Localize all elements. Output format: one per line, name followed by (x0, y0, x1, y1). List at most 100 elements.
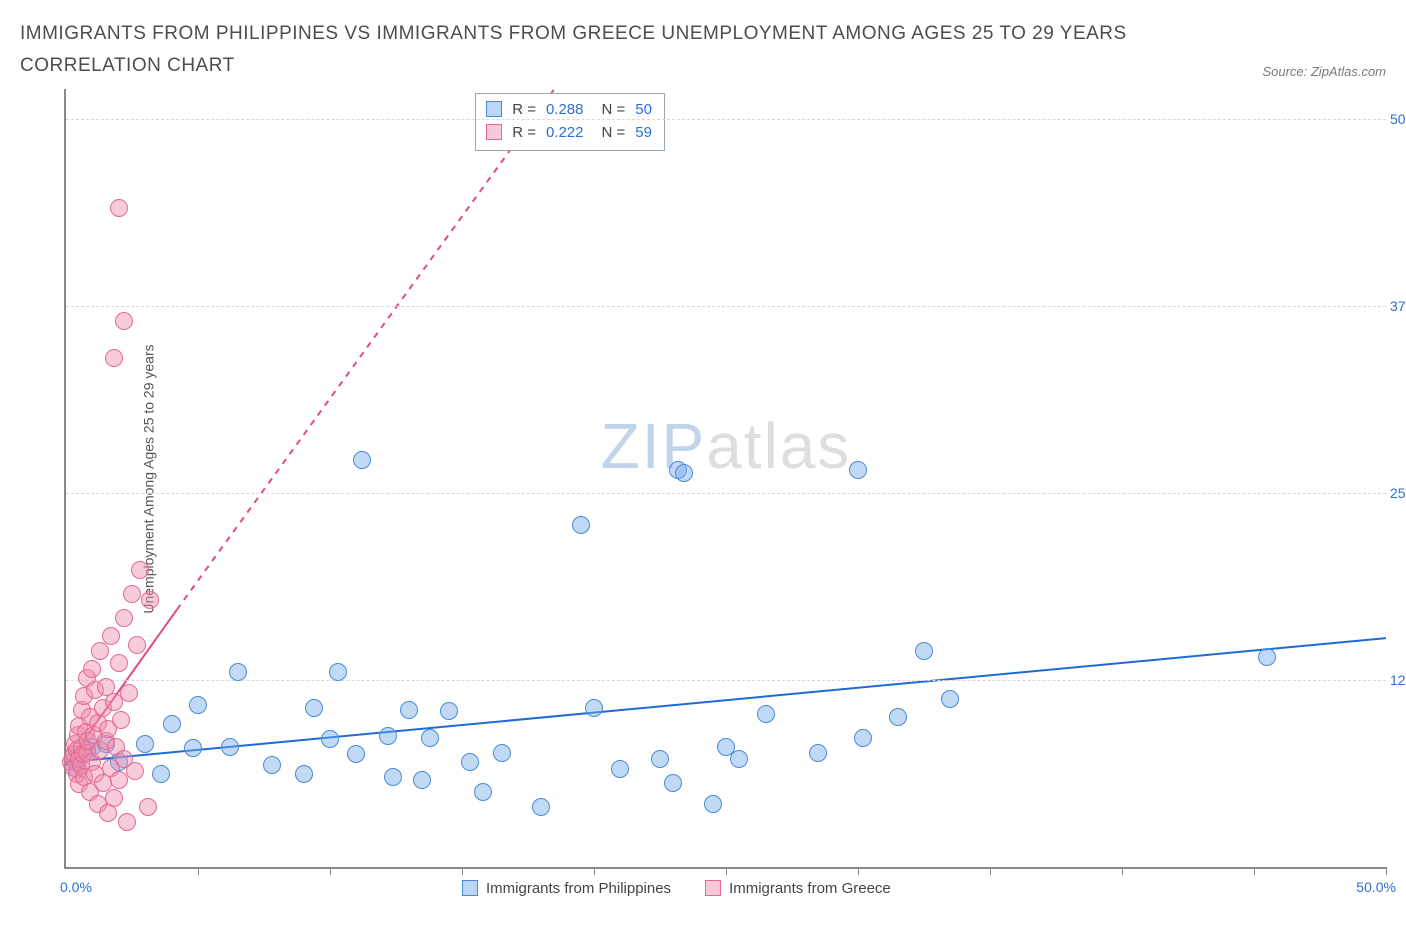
legend-item-philippines: Immigrants from Philippines (462, 880, 671, 897)
gridline-h (66, 680, 1386, 681)
watermark: ZIPatlas (601, 409, 852, 483)
legend-item-greece: Immigrants from Greece (705, 880, 891, 897)
swatch-greece (705, 880, 721, 896)
data-point-greece (115, 312, 133, 330)
data-point-greece (139, 798, 157, 816)
data-point-greece (110, 654, 128, 672)
data-point-philippines (572, 516, 590, 534)
data-point-philippines (664, 774, 682, 792)
data-point-greece (131, 561, 149, 579)
x-tick (1386, 867, 1387, 875)
data-point-philippines (184, 739, 202, 757)
data-point-philippines (321, 730, 339, 748)
data-point-greece (102, 627, 120, 645)
data-point-philippines (440, 702, 458, 720)
data-point-greece (91, 642, 109, 660)
data-point-greece (115, 609, 133, 627)
data-point-philippines (421, 729, 439, 747)
bottom-legend: Immigrants from Philippines Immigrants f… (462, 880, 891, 897)
stat-label-n: N = (602, 121, 626, 144)
data-point-greece (112, 711, 130, 729)
stats-legend-box: R = 0.288 N = 50 R = 0.222 N = 59 (475, 93, 665, 152)
gridline-h (66, 119, 1386, 120)
data-point-greece (110, 199, 128, 217)
data-point-philippines (585, 699, 603, 717)
data-point-philippines (854, 729, 872, 747)
data-point-philippines (221, 738, 239, 756)
data-point-philippines (889, 708, 907, 726)
stat-label-r: R = (512, 98, 536, 121)
data-point-philippines (730, 750, 748, 768)
data-point-philippines (152, 765, 170, 783)
data-point-philippines (384, 768, 402, 786)
x-tick (462, 867, 463, 875)
stat-r-greece: 0.222 (546, 121, 584, 144)
swatch-philippines (462, 880, 478, 896)
swatch-philippines (486, 101, 502, 117)
swatch-greece (486, 124, 502, 140)
y-tick-label: 50.0% (1390, 111, 1406, 127)
x-tick (198, 867, 199, 875)
data-point-philippines (474, 783, 492, 801)
x-tick (990, 867, 991, 875)
data-point-philippines (704, 795, 722, 813)
x-tick (858, 867, 859, 875)
data-point-philippines (163, 715, 181, 733)
data-point-philippines (229, 663, 247, 681)
scatter-plot: ZIPatlas R = 0.288 N = 50 R = 0.222 N = … (64, 89, 1386, 869)
stat-label-n: N = (602, 98, 626, 121)
data-point-philippines (651, 750, 669, 768)
data-point-philippines (329, 663, 347, 681)
gridline-h (66, 493, 1386, 494)
chart-title: IMMIGRANTS FROM PHILIPPINES VS IMMIGRANT… (20, 18, 1170, 83)
legend-label-philippines: Immigrants from Philippines (486, 880, 671, 897)
data-point-greece (128, 636, 146, 654)
data-point-philippines (413, 771, 431, 789)
data-point-philippines (1258, 648, 1276, 666)
data-point-philippines (757, 705, 775, 723)
data-point-philippines (189, 696, 207, 714)
data-point-philippines (493, 744, 511, 762)
data-point-greece (120, 684, 138, 702)
x-tick (594, 867, 595, 875)
data-point-greece (141, 591, 159, 609)
data-point-philippines (353, 451, 371, 469)
y-tick-label: 25.0% (1390, 485, 1406, 501)
data-point-philippines (400, 701, 418, 719)
data-point-philippines (347, 745, 365, 763)
data-point-philippines (941, 690, 959, 708)
y-tick-label: 12.5% (1390, 672, 1406, 688)
data-point-greece (123, 585, 141, 603)
data-point-greece (83, 660, 101, 678)
data-point-philippines (611, 760, 629, 778)
stat-n-philippines: 50 (635, 98, 652, 121)
x-tick-min: 0.0% (60, 879, 92, 895)
stat-n-greece: 59 (635, 121, 652, 144)
data-point-philippines (136, 735, 154, 753)
stats-row-philippines: R = 0.288 N = 50 (486, 98, 652, 121)
y-tick-label: 37.5% (1390, 298, 1406, 314)
stat-r-philippines: 0.288 (546, 98, 584, 121)
data-point-greece (105, 789, 123, 807)
data-point-greece (118, 813, 136, 831)
x-tick (726, 867, 727, 875)
data-point-philippines (379, 727, 397, 745)
data-point-philippines (263, 756, 281, 774)
data-point-philippines (532, 798, 550, 816)
x-tick (330, 867, 331, 875)
x-tick-max: 50.0% (1356, 879, 1396, 895)
legend-label-greece: Immigrants from Greece (729, 880, 891, 897)
data-point-greece (105, 349, 123, 367)
data-point-philippines (295, 765, 313, 783)
data-point-philippines (915, 642, 933, 660)
data-point-philippines (461, 753, 479, 771)
data-point-philippines (849, 461, 867, 479)
gridline-h (66, 306, 1386, 307)
data-point-philippines (305, 699, 323, 717)
watermark-atlas: atlas (706, 410, 851, 482)
x-tick (1122, 867, 1123, 875)
data-point-philippines (675, 464, 693, 482)
source-label: Source: ZipAtlas.com (1262, 64, 1386, 83)
data-point-philippines (809, 744, 827, 762)
data-point-greece (126, 762, 144, 780)
